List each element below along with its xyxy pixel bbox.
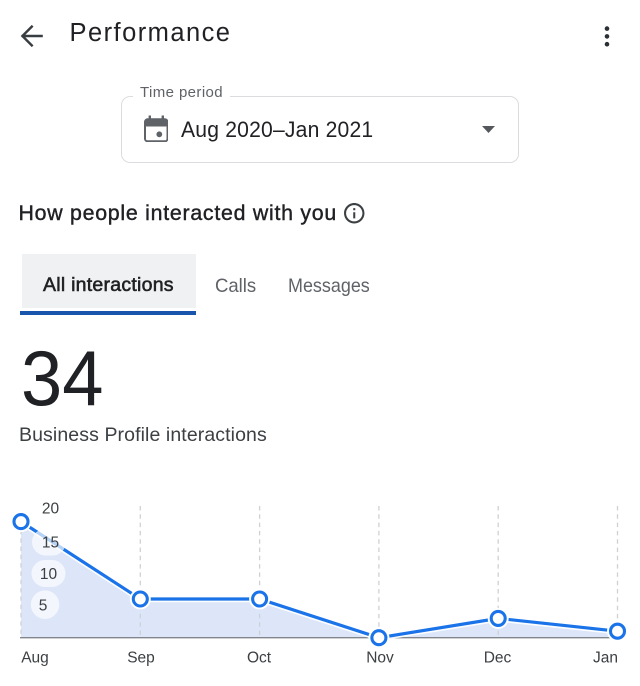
svg-text:15: 15 bbox=[42, 535, 59, 552]
svg-text:Aug: Aug bbox=[21, 650, 49, 667]
svg-text:Oct: Oct bbox=[247, 650, 272, 667]
svg-text:Dec: Dec bbox=[484, 650, 512, 667]
svg-text:5: 5 bbox=[39, 597, 48, 614]
svg-text:Jan: Jan bbox=[593, 650, 618, 667]
svg-text:10: 10 bbox=[40, 566, 58, 583]
svg-text:Sep: Sep bbox=[127, 650, 155, 667]
svg-text:Nov: Nov bbox=[366, 650, 394, 667]
svg-text:20: 20 bbox=[42, 501, 60, 518]
